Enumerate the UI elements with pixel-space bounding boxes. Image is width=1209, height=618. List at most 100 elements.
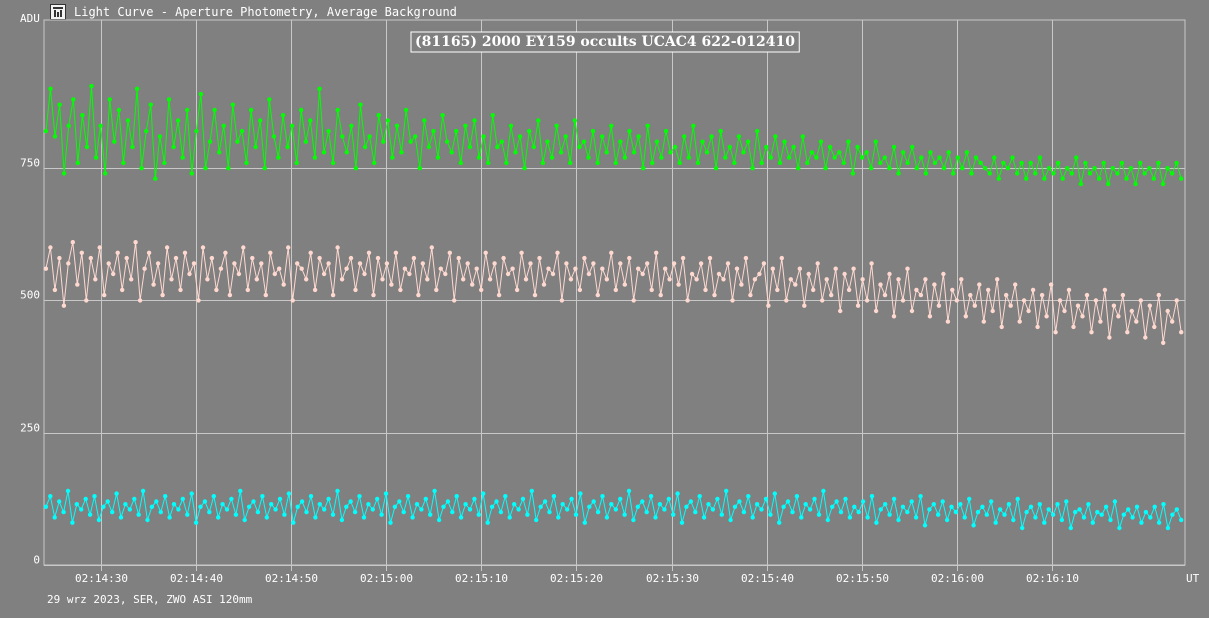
data-point: [492, 261, 497, 266]
data-point: [290, 298, 295, 303]
data-point: [737, 499, 742, 504]
data-point: [595, 160, 600, 166]
data-point: [993, 520, 998, 525]
data-point: [772, 491, 777, 496]
data-point: [277, 266, 282, 271]
data-point: [440, 113, 445, 118]
data-point: [586, 271, 592, 277]
data-point: [928, 150, 933, 155]
data-point: [299, 107, 304, 113]
data-point: [1039, 292, 1045, 298]
data-point: [609, 250, 614, 255]
data-point: [1102, 287, 1108, 293]
data-point: [739, 282, 744, 287]
data-point: [944, 517, 950, 523]
data-point: [202, 499, 208, 504]
data-point: [685, 298, 690, 303]
data-point: [227, 292, 233, 298]
data-point: [940, 499, 945, 504]
data-point: [340, 134, 345, 139]
data-point: [353, 166, 359, 171]
data-point: [194, 128, 199, 134]
data-point: [1130, 515, 1135, 520]
data-point: [1143, 509, 1149, 515]
data-point: [1083, 160, 1088, 166]
data-point: [613, 287, 618, 293]
data-point: [153, 176, 158, 181]
data-point: [230, 102, 235, 107]
data-point: [414, 502, 420, 507]
data-point: [837, 150, 842, 155]
data-point: [936, 512, 941, 517]
data-point: [1033, 171, 1038, 176]
data-point: [431, 128, 436, 134]
data-point: [70, 520, 75, 525]
data-point: [996, 176, 1001, 181]
data-point: [555, 250, 560, 255]
data-point: [878, 160, 883, 166]
data-point: [680, 255, 686, 261]
data-point: [271, 134, 277, 139]
data-point: [927, 314, 933, 319]
data-point: [61, 509, 66, 515]
data-point: [766, 303, 771, 308]
data-point: [1147, 303, 1153, 308]
data-point: [123, 502, 128, 507]
data-point: [452, 298, 457, 303]
data-point: [618, 139, 623, 144]
data-point: [635, 504, 640, 509]
data-point: [981, 319, 986, 324]
data-point: [764, 144, 769, 150]
data-point: [703, 287, 708, 293]
data-point: [653, 515, 658, 520]
data-point: [295, 504, 300, 509]
data-point: [704, 150, 710, 155]
data-point: [663, 266, 668, 271]
data-point: [277, 496, 283, 502]
data-point: [136, 512, 141, 517]
data-point: [727, 144, 732, 150]
data-point: [659, 155, 664, 160]
data-point: [229, 496, 234, 502]
data-point: [684, 504, 689, 509]
data-point: [366, 502, 371, 507]
data-point: [860, 277, 865, 282]
data-point: [458, 515, 464, 520]
data-point: [496, 292, 502, 298]
data-point: [362, 144, 368, 150]
data-point: [221, 123, 226, 128]
data-point: [987, 171, 992, 176]
data-point: [57, 102, 62, 107]
data-point: [914, 166, 919, 171]
data-point: [918, 292, 924, 298]
data-point: [516, 507, 521, 512]
data-point: [137, 298, 143, 303]
data-point: [782, 139, 787, 144]
data-point: [1001, 160, 1006, 166]
data-point: [490, 113, 495, 118]
data-point: [405, 494, 411, 499]
data-point: [1096, 176, 1102, 181]
data-point: [139, 166, 144, 171]
data-point: [1174, 298, 1179, 303]
data-point: [203, 166, 208, 171]
data-point: [604, 150, 609, 155]
data-point: [960, 166, 965, 171]
data-point: [212, 107, 217, 113]
data-point: [410, 515, 415, 520]
data-point: [716, 271, 722, 277]
data-point: [217, 150, 222, 155]
data-point: [517, 134, 523, 139]
data-point: [950, 287, 955, 293]
data-point: [995, 277, 1000, 282]
data-point: [1060, 176, 1065, 181]
data-point: [353, 287, 358, 293]
data-point: [622, 155, 628, 160]
data-point: [1037, 502, 1043, 507]
data-point: [968, 292, 973, 298]
data-point: [1124, 176, 1129, 181]
data-point: [527, 128, 532, 134]
data-point: [232, 261, 237, 266]
data-point: [321, 150, 327, 155]
data-point: [80, 113, 85, 118]
